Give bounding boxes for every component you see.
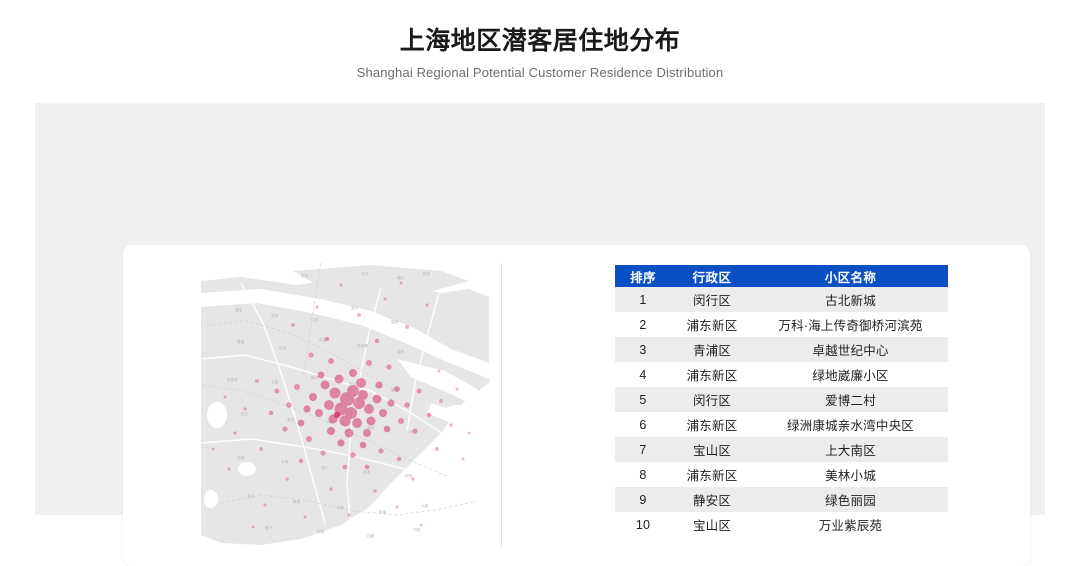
svg-text:奉贤: 奉贤 [293, 499, 301, 504]
map-pane: 崇明 长兴 横沙 陈家 嘉定安亭 江桥 宝山 高桥青浦 徐泾 真如 陆家嘴金桥 朱家角 七… [123, 245, 502, 566]
svg-text:大团: 大团 [421, 503, 429, 508]
cell-community: 美林小城 [753, 462, 948, 487]
cell-rank: 1 [615, 287, 671, 312]
cell-rank: 2 [615, 312, 671, 337]
svg-text:江桥: 江桥 [311, 317, 319, 322]
svg-text:金桥: 金桥 [397, 349, 405, 354]
cell-district: 静安区 [671, 487, 753, 512]
content-panel: 崇明 长兴 横沙 陈家 嘉定安亭 江桥 宝山 高桥青浦 徐泾 真如 陆家嘴金桥 朱家角 七… [35, 103, 1045, 566]
cell-community: 万业紫辰苑 [753, 512, 948, 537]
column-header-rank: 排序 [615, 265, 671, 287]
svg-text:四团: 四团 [367, 534, 375, 538]
section-divider [501, 263, 502, 547]
cell-rank: 10 [615, 512, 671, 537]
svg-text:康桥: 康桥 [367, 425, 375, 430]
table-row[interactable]: 9 静安区 绿色丽园 [615, 487, 948, 512]
cell-community: 古北新城 [753, 287, 948, 312]
svg-text:祝桥: 祝桥 [405, 473, 413, 478]
cell-district: 宝山区 [671, 512, 753, 537]
svg-text:南桥: 南桥 [337, 505, 345, 510]
svg-text:唐镇: 唐镇 [391, 387, 399, 392]
svg-text:惠南: 惠南 [379, 509, 387, 514]
svg-text:长兴: 长兴 [361, 271, 369, 276]
map-density-points [211, 281, 471, 529]
table-row[interactable]: 3 青浦区 卓越世纪中心 [615, 337, 948, 362]
svg-text:陆家嘴: 陆家嘴 [357, 343, 368, 348]
svg-text:青浦: 青浦 [237, 339, 245, 344]
table-row[interactable]: 7 宝山区 上大南区 [615, 437, 948, 462]
cell-district: 浦东新区 [671, 362, 753, 387]
svg-text:泖港: 泖港 [237, 455, 245, 460]
cell-community: 绿色丽园 [753, 487, 948, 512]
cell-district: 浦东新区 [671, 462, 753, 487]
map-peak-point [333, 411, 341, 419]
svg-text:七宝: 七宝 [271, 379, 279, 384]
cell-rank: 9 [615, 487, 671, 512]
svg-text:金山: 金山 [247, 493, 255, 498]
cell-community: 上大南区 [753, 437, 948, 462]
svg-text:张江: 张江 [349, 381, 357, 386]
svg-text:柘林: 柘林 [317, 529, 325, 534]
svg-text:周浦: 周浦 [363, 469, 371, 474]
column-header-community: 小区名称 [753, 265, 948, 287]
svg-text:浦江: 浦江 [321, 465, 329, 470]
table-row[interactable]: 1 闵行区 古北新城 [615, 287, 948, 312]
table-row[interactable]: 6 浦东新区 绿洲康城亲水湾中央区 [615, 412, 948, 437]
cell-district: 青浦区 [671, 337, 753, 362]
table-pane: 排序 行政区 小区名称 1 闵行区 古北新城 2 浦东新区 万科·海上传奇御桥河… [501, 245, 1030, 566]
page-subtitle: Shanghai Regional Potential Customer Res… [356, 65, 724, 80]
community-ranking-table: 排序 行政区 小区名称 1 闵行区 古北新城 2 浦东新区 万科·海上传奇御桥河… [615, 265, 948, 537]
table-row[interactable]: 5 闵行区 爱博二村 [615, 387, 948, 412]
svg-text:高桥: 高桥 [391, 319, 399, 324]
svg-text:松江: 松江 [241, 411, 249, 416]
table-row[interactable]: 4 浦东新区 绿地崴廉小区 [615, 362, 948, 387]
svg-text:崇明: 崇明 [301, 273, 309, 278]
page-header: 上海地区潜客居住地分布 Shanghai Regional Potential … [0, 0, 1080, 80]
cell-rank: 3 [615, 337, 671, 362]
cell-district: 浦东新区 [671, 412, 753, 437]
svg-text:真如: 真如 [319, 337, 327, 342]
cell-district: 浦东新区 [671, 312, 753, 337]
cell-rank: 8 [615, 462, 671, 487]
cell-district: 闵行区 [671, 387, 753, 412]
svg-text:嘉定: 嘉定 [235, 307, 243, 312]
svg-text:横沙: 横沙 [397, 275, 405, 280]
svg-text:车墩: 车墩 [281, 459, 289, 464]
svg-text:宝山: 宝山 [351, 305, 359, 310]
cell-community: 绿地崴廉小区 [753, 362, 948, 387]
svg-text:廊下: 廊下 [265, 525, 273, 530]
table-header-row: 排序 行政区 小区名称 [615, 265, 948, 287]
cell-rank: 6 [615, 412, 671, 437]
page-title: 上海地区潜客居住地分布 [399, 27, 681, 55]
table-row[interactable]: 10 宝山区 万业紫辰苑 [615, 512, 948, 537]
cell-rank: 7 [615, 437, 671, 462]
svg-text:莘庄: 莘庄 [287, 417, 295, 422]
cell-community: 绿洲康城亲水湾中央区 [753, 412, 948, 437]
svg-text:徐泾: 徐泾 [279, 345, 287, 350]
svg-text:安亭: 安亭 [271, 313, 279, 318]
cell-rank: 5 [615, 387, 671, 412]
content-card: 崇明 长兴 横沙 陈家 嘉定安亭 江桥 宝山 高桥青浦 徐泾 真如 陆家嘴金桥 朱家角 七… [123, 245, 1030, 566]
cell-community: 爱博二村 [753, 387, 948, 412]
svg-text:书院: 书院 [413, 527, 421, 532]
svg-text:朱家角: 朱家角 [227, 377, 238, 382]
cell-community: 万科·海上传奇御桥河滨苑 [753, 312, 948, 337]
shanghai-density-map[interactable]: 崇明 长兴 横沙 陈家 嘉定安亭 江桥 宝山 高桥青浦 徐泾 真如 陆家嘴金桥 朱家角 七… [201, 263, 489, 549]
svg-text:川沙: 川沙 [407, 429, 415, 434]
svg-text:静安: 静安 [311, 375, 319, 380]
cell-district: 宝山区 [671, 437, 753, 462]
column-header-district: 行政区 [671, 265, 753, 287]
cell-district: 闵行区 [671, 287, 753, 312]
svg-text:陈家: 陈家 [423, 271, 431, 276]
table-row[interactable]: 2 浦东新区 万科·海上传奇御桥河滨苑 [615, 312, 948, 337]
table-row[interactable]: 8 浦东新区 美林小城 [615, 462, 948, 487]
cell-rank: 4 [615, 362, 671, 387]
cell-community: 卓越世纪中心 [753, 337, 948, 362]
map-water [201, 289, 489, 379]
